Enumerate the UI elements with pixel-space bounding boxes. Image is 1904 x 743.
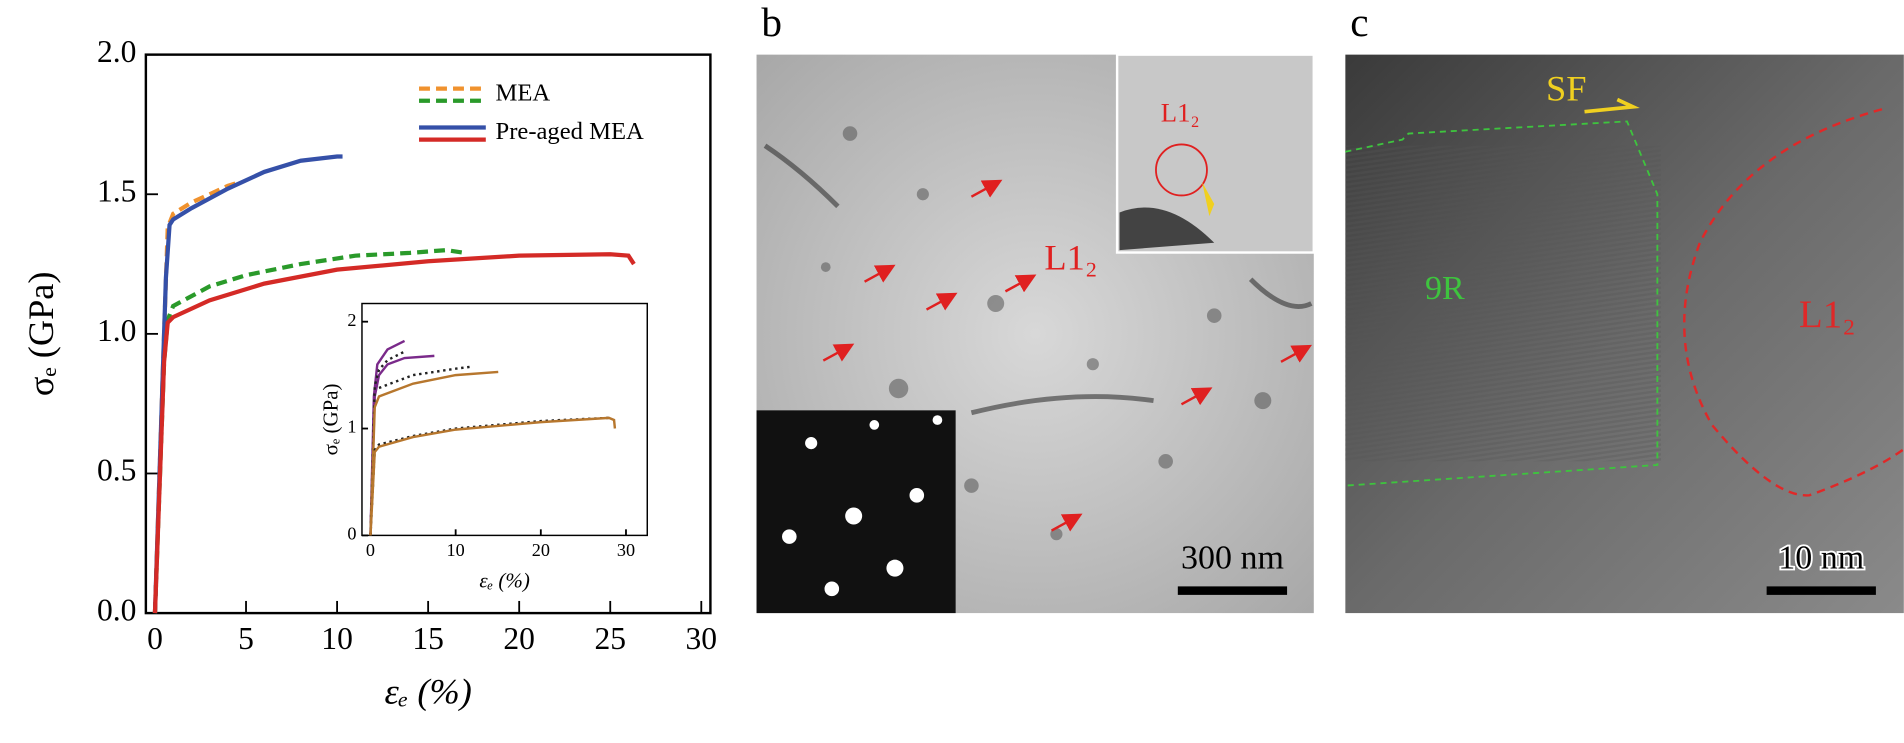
x-axis-label: εₑ (%) xyxy=(384,671,471,711)
scale-label: 300 nm xyxy=(1181,540,1284,577)
data-line xyxy=(152,252,636,614)
scale-label: 10 nm xyxy=(1778,540,1864,577)
y-tick-label: 1.5 xyxy=(97,173,136,208)
y-tick-label: 2.0 xyxy=(97,34,136,69)
y-tick-label: 0.5 xyxy=(97,453,136,488)
panel-label: b xyxy=(761,0,782,45)
y-tick-label: 0 xyxy=(347,524,356,544)
plot-area xyxy=(361,302,649,537)
y-tick-label: 2 xyxy=(347,310,356,330)
x-tick-label: 20 xyxy=(532,540,550,560)
plots: 0 5 10 15 20 25 300.00.51.01.52.0εₑ (%)σₑ (GPa… xyxy=(21,34,717,712)
data-line xyxy=(369,350,406,536)
x-tick-label: 0 xyxy=(147,621,163,656)
micrograph-b xyxy=(756,53,1316,614)
x-tick-label: 30 xyxy=(686,621,718,656)
y-tick-label: 0.0 xyxy=(97,592,136,627)
y-axis-label: σₑ (GPa) xyxy=(21,272,61,397)
x-tick-label: 10 xyxy=(321,621,353,656)
panel-label: c xyxy=(1350,0,1368,45)
x-tick-label: 25 xyxy=(594,621,626,656)
x-tick-label: 15 xyxy=(412,621,444,656)
data-line xyxy=(369,370,499,536)
y-axis-label: σₑ (GPa) xyxy=(319,383,343,455)
legend-label: MEA xyxy=(496,79,551,106)
phase-label: 9R xyxy=(1425,270,1465,307)
particle-label: L1₂ xyxy=(1161,97,1200,127)
particle-label: L1₂ xyxy=(1044,237,1097,277)
x-axis-label: εₑ (%) xyxy=(479,569,529,593)
x-tick-label: 30 xyxy=(617,540,635,560)
x-tick-label: 5 xyxy=(238,621,254,656)
y-tick-label: 1 xyxy=(347,417,356,437)
fault-label: SF xyxy=(1546,69,1587,109)
x-tick-label: 0 xyxy=(366,540,375,560)
micrograph-c xyxy=(1345,54,1904,614)
x-tick-label: 10 xyxy=(447,540,465,560)
data-line xyxy=(152,154,343,614)
x-tick-label: 20 xyxy=(503,621,535,656)
legend-label: Pre-aged MEA xyxy=(496,118,645,145)
particle-label: L1₂ xyxy=(1799,293,1856,336)
y-tick-label: 1.0 xyxy=(97,313,136,348)
data-line xyxy=(369,416,617,536)
